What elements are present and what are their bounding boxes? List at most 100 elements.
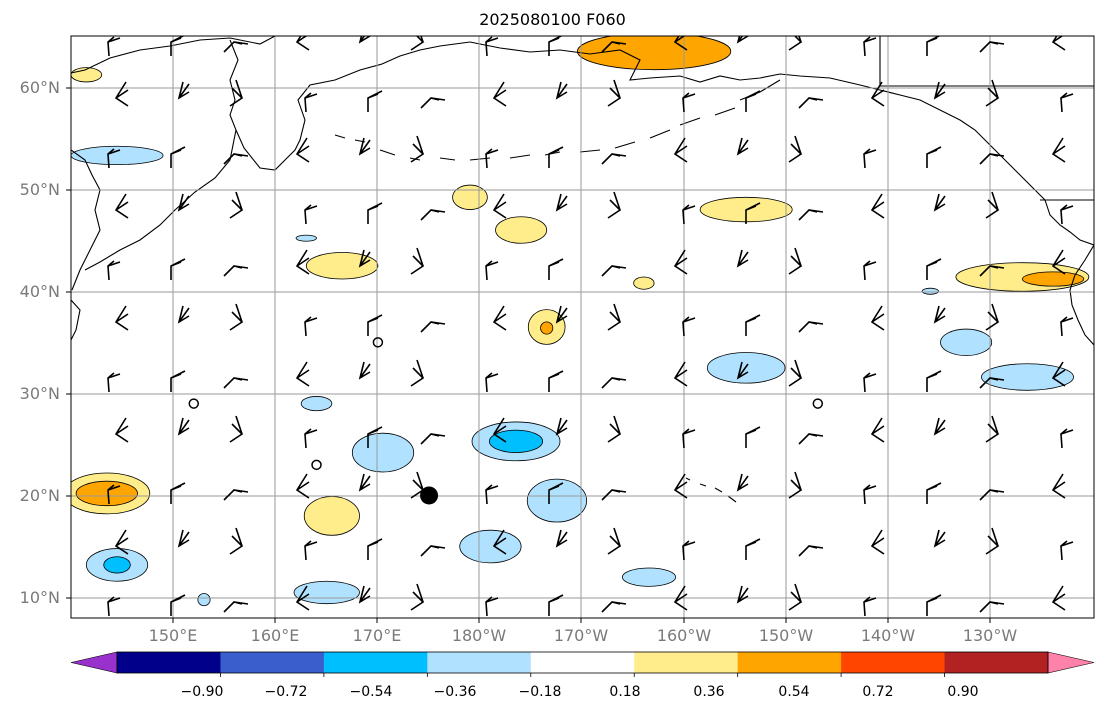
wind-barb — [229, 79, 244, 107]
wind-barb — [170, 36, 185, 56]
wind-barb — [985, 303, 1000, 331]
wind-barb — [979, 41, 1005, 53]
wind-barb — [985, 415, 1000, 443]
contour-region — [940, 328, 993, 356]
contour-region — [71, 145, 164, 166]
wind-barb — [295, 361, 310, 387]
wind-barb — [933, 81, 946, 100]
wind-barb — [745, 314, 761, 336]
wind-barb — [1051, 361, 1066, 387]
wind-barb — [223, 265, 249, 277]
wind-barb — [1051, 36, 1066, 51]
wind-barb — [485, 372, 499, 393]
wind-barb — [985, 79, 1000, 107]
wind-barb — [601, 489, 627, 501]
colorbar-segment — [634, 652, 739, 673]
wind-barb — [223, 489, 249, 501]
wind-barb — [295, 473, 310, 499]
wind-barb — [926, 36, 941, 56]
wind-barb — [1051, 249, 1066, 275]
colorbar-segment — [427, 652, 532, 673]
wind-barb — [682, 92, 696, 113]
lat-label-30n: 30°N — [19, 384, 60, 403]
wind-barb — [926, 258, 942, 280]
wind-barb — [107, 596, 121, 617]
colorbar-tick-label: −0.90 — [180, 684, 224, 700]
wind-barb — [788, 247, 803, 275]
wind-barb — [979, 489, 1005, 501]
wind-barb — [745, 90, 761, 112]
wind-barb — [933, 529, 946, 548]
wind-barb — [601, 265, 627, 277]
wind-barb — [745, 426, 761, 448]
wind-barb — [107, 484, 121, 505]
wind-barb — [607, 303, 622, 331]
colorbar-tick-label: 0.36 — [693, 684, 725, 700]
wind-barb — [788, 135, 803, 163]
wind-barb — [485, 260, 499, 281]
wind-barb — [420, 321, 446, 333]
contour-region — [621, 567, 676, 587]
wind-barb — [601, 41, 627, 53]
wind-barb — [304, 428, 318, 449]
wind-barb — [926, 370, 942, 392]
wind-barb — [555, 417, 568, 436]
wind-barb — [107, 260, 121, 281]
wind-barb — [607, 415, 622, 443]
wind-barb — [485, 484, 499, 505]
wind-barb — [933, 193, 946, 212]
wind-barb — [295, 36, 310, 51]
lon-label-170e: 170°E — [352, 626, 402, 645]
wind-barb — [492, 529, 507, 555]
wind-barb — [863, 484, 877, 505]
wind-barb — [863, 372, 877, 393]
wind-barb — [985, 191, 1000, 219]
wind-barb — [177, 81, 190, 100]
wind-barb — [177, 529, 190, 548]
wind-barb — [682, 428, 696, 449]
wind-barb — [555, 81, 568, 100]
contour-region — [103, 556, 131, 574]
colorbar-tick-label: 0.54 — [778, 684, 810, 700]
wind-barb — [788, 471, 803, 499]
wind-barb — [367, 202, 383, 224]
colorbar-segment — [944, 652, 1049, 673]
wind-barb — [736, 137, 749, 156]
wind-barb — [358, 361, 371, 380]
wind-barb — [673, 473, 688, 499]
wind-barb — [555, 305, 568, 324]
contour-region — [981, 363, 1074, 391]
wind-barb — [1060, 428, 1074, 449]
wind-barb — [979, 153, 1005, 165]
wind-barb — [673, 361, 688, 387]
wind-barb — [926, 482, 942, 504]
lat-label-20n: 20°N — [19, 486, 60, 505]
wind-barb — [548, 258, 564, 280]
wind-barb — [979, 377, 1005, 389]
alaska-coastline — [469, 41, 1094, 246]
wind-barb — [736, 249, 749, 268]
wind-barb — [107, 148, 121, 169]
wind-barb — [367, 314, 383, 336]
colorbar-tick-label: 0.72 — [862, 684, 894, 700]
contour-region — [452, 184, 488, 210]
contour-region — [305, 252, 379, 280]
wind-barb — [1060, 92, 1074, 113]
markers — [188, 337, 824, 505]
wind-barb — [114, 305, 129, 331]
wind-barb — [295, 137, 310, 163]
colorbar-segment — [323, 652, 428, 673]
wind-barb — [367, 90, 383, 112]
wind-barb — [673, 137, 688, 163]
wind-barb — [420, 433, 446, 445]
wind-barb — [367, 538, 383, 560]
wind-barb — [798, 321, 824, 333]
lon-label-150w: 150°W — [758, 626, 814, 645]
colorbar-extend-min — [70, 651, 118, 674]
wind-barb — [295, 585, 310, 611]
wind-barb — [114, 417, 129, 443]
colorbar-tick-label: 0.18 — [609, 684, 641, 700]
ticks — [66, 87, 991, 623]
lat-label-60n: 60°N — [19, 78, 60, 97]
wind-barb — [601, 153, 627, 165]
